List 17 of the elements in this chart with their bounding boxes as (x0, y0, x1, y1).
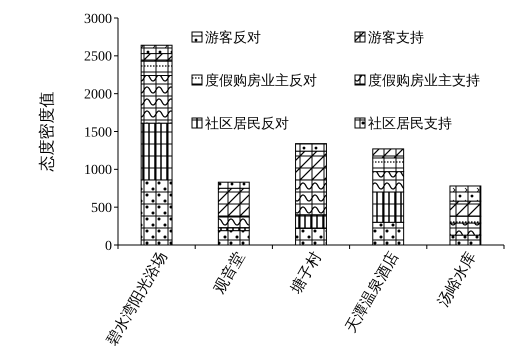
legend-label: 度假购房业主反对 (205, 72, 317, 89)
legend-label: 社区居民支持 (368, 116, 452, 132)
y-tick-label: 3000 (84, 12, 112, 27)
legend-label: 游客支持 (368, 30, 424, 46)
legend-label: 度假购房业主支持 (368, 72, 480, 89)
x-tick-label: 观音堂 (210, 249, 248, 297)
legend-label: 游客反对 (205, 30, 261, 46)
y-tick-label: 2000 (84, 88, 112, 103)
y-axis-title: 态度密度值 (38, 92, 56, 172)
x-tick-label: 汤峪水库 (434, 249, 480, 310)
y-tick-label: 500 (91, 201, 112, 216)
y-tick-label: 1500 (84, 125, 112, 140)
x-tick-label: 塘子村 (287, 249, 326, 298)
legend-label: 社区居民反对 (205, 116, 289, 132)
y-tick-label: 1000 (84, 163, 112, 178)
y-tick-label: 2500 (84, 50, 112, 65)
x-tick-label: 天潭温泉酒店 (342, 249, 402, 336)
